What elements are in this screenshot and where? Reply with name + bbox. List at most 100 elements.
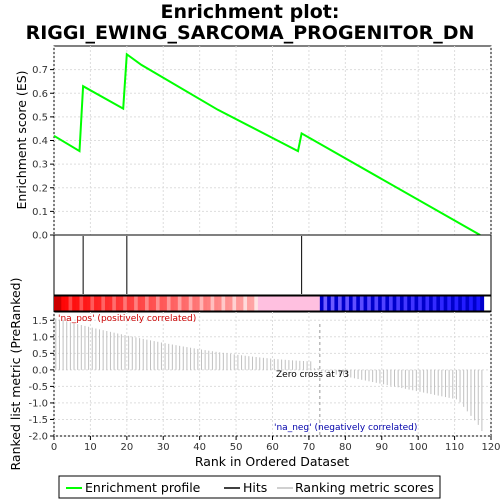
color-bar-cell (418, 296, 423, 311)
color-bar-cell (170, 296, 175, 311)
color-bar-cell (108, 296, 113, 311)
color-bar-cell (323, 296, 328, 311)
es-y-axis-label: Enrichment score (ES) (14, 70, 29, 209)
color-bar-cell (192, 296, 197, 311)
color-bar-cell (392, 296, 397, 311)
color-bar-cell (476, 296, 481, 311)
negative-correlation-label: 'na_neg' (negatively correlated) (274, 423, 417, 433)
color-bar-cell (137, 296, 142, 311)
color-bar-cell (396, 296, 401, 311)
x-tick-label: 0 (51, 442, 57, 453)
color-bar-cell (440, 296, 445, 311)
metric-tick-label: 1.5 (32, 316, 48, 327)
color-bar-cell (305, 296, 310, 311)
x-tick-label: 50 (230, 442, 243, 453)
hits-panel (53, 234, 492, 296)
color-bar-cell (155, 296, 161, 311)
color-bar-cell (196, 296, 201, 311)
color-bar-cell (283, 296, 288, 311)
color-bar-cell (188, 296, 193, 311)
color-bar-cell (367, 296, 372, 311)
color-bar-cell (148, 296, 153, 311)
color-bar-cell (454, 296, 459, 311)
color-bar-cell (363, 296, 368, 311)
color-bar-cell (210, 296, 215, 311)
color-bar-cell (297, 296, 303, 311)
color-bar-cell (356, 296, 361, 311)
color-bar-cell (436, 296, 441, 311)
es-tick-label: 0.4 (32, 136, 48, 147)
color-bar-cell (181, 296, 186, 311)
color-bar-cell (378, 296, 383, 311)
color-bar-cell (64, 296, 69, 311)
es-tick-label: 0.3 (32, 160, 48, 171)
x-tick-label: 110 (445, 442, 464, 453)
color-bar-cell (225, 296, 230, 311)
color-bar-cell (480, 296, 485, 311)
es-tick-label: 0.0 (32, 231, 48, 242)
legend: Enrichment profile Hits Ranking metric s… (58, 475, 441, 499)
legend-hits-label: Hits (243, 480, 267, 495)
color-bar-cell (236, 296, 241, 311)
color-bar-cell (239, 296, 244, 311)
metric-tick-label: -1.5 (28, 415, 48, 426)
metric-tick-label: -2.0 (28, 432, 48, 443)
color-bar-cell (465, 296, 470, 311)
color-bar-cell (79, 296, 84, 311)
color-bar-cell (410, 296, 415, 311)
color-bar-cell (319, 296, 324, 311)
color-bar-cell (115, 296, 120, 311)
color-bar-cell (316, 296, 321, 311)
color-bar-cell (123, 296, 128, 311)
x-tick-label: 100 (409, 442, 428, 453)
color-bar-cell (287, 296, 292, 311)
color-bar-cell (450, 296, 455, 311)
color-bar-cell (119, 296, 124, 311)
es-tick-label: 0.1 (32, 207, 48, 218)
color-bar-cell (163, 296, 168, 311)
color-bar-cell (203, 296, 208, 311)
color-bar-cell (308, 296, 313, 311)
metric-tick-label: 0.0 (32, 365, 48, 376)
color-bar-cell (126, 296, 131, 311)
color-bar-cell (101, 296, 106, 311)
color-bar-cell (432, 296, 437, 311)
x-tick-label: 80 (339, 442, 352, 453)
es-y-ticks: 0.0 0.1 0.2 0.3 0.4 0.5 0.6 0.7 (32, 65, 54, 242)
color-bar-cell (301, 296, 306, 311)
color-bar-cell (199, 296, 204, 311)
color-bar-cell (159, 296, 164, 311)
positive-correlation-label: 'na_pos' (positively correlated) (58, 314, 196, 324)
color-bar-cell (272, 296, 277, 311)
color-bar-cell (54, 296, 59, 311)
color-bar-cell (68, 296, 73, 311)
color-bar-cell (265, 296, 270, 311)
color-bar-cell (72, 296, 77, 311)
color-bar-cell (425, 296, 430, 311)
color-bar-cell (429, 296, 434, 311)
color-bar-cell (268, 296, 273, 311)
legend-metric-label: Ranking metric scores (295, 480, 434, 495)
x-tick-label: 60 (266, 442, 279, 453)
color-bar-cell (469, 296, 474, 311)
metric-tick-label: 0.5 (32, 349, 48, 360)
color-bar-cell (414, 296, 419, 311)
color-bar-cell (458, 296, 463, 311)
rank-color-bar (53, 295, 492, 312)
x-tick-label: 30 (157, 442, 170, 453)
color-bar-cell (345, 296, 350, 311)
color-bar-cell (352, 296, 357, 311)
es-tick-label: 0.7 (32, 65, 48, 76)
color-bar-cell (61, 296, 66, 311)
x-tick-label: 40 (193, 442, 206, 453)
color-bar-cell (228, 296, 233, 311)
color-bar-cell (57, 296, 62, 311)
color-bar-cell (185, 296, 190, 311)
enrichment-profile-line (53, 52, 481, 236)
metric-tick-label: -0.5 (28, 382, 48, 393)
metric-panel: 1.5 1.0 0.5 0.0 -0.5 -1.0 -1.5 -2.0 'na_pos' (p… (8, 278, 492, 470)
color-bar-cell (385, 296, 390, 311)
color-bar-cell (290, 296, 295, 311)
x-tick-label: 120 (481, 442, 500, 453)
color-bar-cell (177, 296, 182, 311)
